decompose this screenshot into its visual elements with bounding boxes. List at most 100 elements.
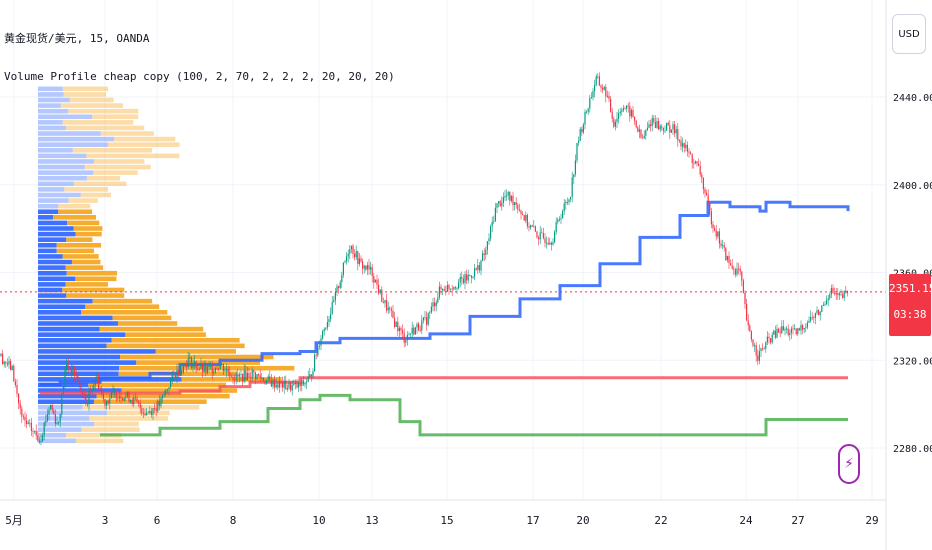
candle-body [547, 242, 549, 245]
candle-body [48, 409, 50, 415]
symbol-legend[interactable]: 黄金现货/美元, 15, OANDA [4, 32, 150, 45]
candle-body [270, 380, 272, 387]
candle-body [493, 220, 495, 222]
volume-bar-up [65, 265, 104, 270]
candle-body [578, 140, 580, 143]
candle-body [323, 329, 325, 332]
candle-body [99, 389, 101, 390]
candle-body [248, 372, 250, 378]
candle-body [112, 391, 114, 393]
candle-body [418, 323, 420, 331]
candle-body [813, 317, 815, 319]
candle-body [78, 383, 80, 385]
candle-body [757, 355, 759, 361]
candle-body [488, 238, 490, 242]
candle-body [440, 286, 442, 290]
candle-body [491, 221, 493, 227]
candle-body [328, 319, 330, 323]
candle-body [333, 300, 335, 303]
volume-bar-down [38, 304, 86, 310]
candle-body [243, 370, 245, 382]
candle-body [627, 105, 629, 107]
candle-body [211, 366, 213, 374]
candle-body [843, 290, 845, 298]
candle-body [744, 292, 746, 304]
candle-body [210, 366, 212, 367]
candle-body [224, 370, 226, 372]
candle-body [746, 303, 748, 321]
candle-body [34, 430, 36, 432]
candle-body [760, 348, 762, 352]
candle-body [38, 440, 40, 442]
candle-body [430, 306, 432, 313]
candle-body [592, 90, 594, 98]
candle-body [173, 372, 175, 375]
candle-body [181, 371, 183, 373]
candle-body [445, 291, 447, 293]
candle-body [221, 364, 223, 365]
candle-body [579, 128, 581, 141]
candle-body [235, 373, 237, 381]
candle-body [720, 243, 722, 246]
candle-body [198, 368, 200, 370]
lightning-bolt-icon[interactable]: ⚡ [838, 444, 860, 484]
candle-body [672, 124, 674, 130]
candle-body [61, 393, 63, 415]
candle-body [456, 288, 458, 289]
candle-body [846, 290, 848, 294]
candle-body [531, 225, 533, 227]
candle-body [530, 225, 532, 228]
volume-bar-up [86, 175, 120, 181]
candle-body [26, 420, 28, 425]
volume-bar-up [94, 399, 207, 405]
candle-body [144, 413, 146, 416]
candle-body [518, 209, 520, 211]
candle-body [731, 265, 733, 269]
candle-body [573, 174, 575, 178]
volume-bar-up [75, 231, 102, 237]
volume-bar-up [93, 170, 138, 175]
candle-body [765, 342, 767, 349]
candle-body [838, 293, 840, 296]
candle-body [286, 388, 288, 390]
candle-body [827, 298, 829, 301]
currency-button[interactable]: USD [892, 14, 926, 54]
candle-body [5, 361, 7, 364]
candle-body [232, 376, 234, 380]
candle-body [565, 202, 567, 204]
candle-body [549, 242, 551, 245]
time-axis[interactable]: 5月 3 6 8 10 13 15 17 20 22 24 27 29 [5, 514, 878, 527]
candle-body [374, 279, 376, 283]
indicator-legend[interactable]: Volume Profile cheap copy (100, 2, 70, 2… [4, 70, 395, 83]
chart-grid [0, 0, 886, 500]
candle-body [600, 85, 602, 88]
candle-body [371, 267, 373, 276]
candle-body [419, 330, 421, 331]
candle-body [274, 379, 276, 388]
volume-bar-down [38, 349, 156, 354]
volume-bar-up [107, 142, 180, 147]
candle-body [219, 364, 221, 370]
candle-body [434, 302, 436, 307]
candle-body [234, 379, 236, 381]
candle-body [520, 210, 522, 214]
volume-bar-down [38, 97, 70, 103]
candle-body [155, 408, 157, 412]
candle-body [6, 363, 8, 365]
candle-body [435, 302, 437, 307]
candle-body [302, 380, 304, 385]
volume-bar-up [88, 382, 227, 388]
candle-body [344, 261, 346, 263]
candle-body [91, 390, 93, 392]
volume-bar-down [38, 332, 126, 337]
volume-bar-down [38, 365, 120, 371]
candle-body [296, 382, 298, 388]
x-tick-label: 3 [102, 514, 109, 527]
candle-body [342, 262, 344, 276]
candle-body [285, 380, 287, 390]
volume-bar-up [136, 360, 261, 365]
candle-body [336, 286, 338, 293]
candle-body [640, 129, 642, 138]
candle-body [56, 422, 58, 424]
